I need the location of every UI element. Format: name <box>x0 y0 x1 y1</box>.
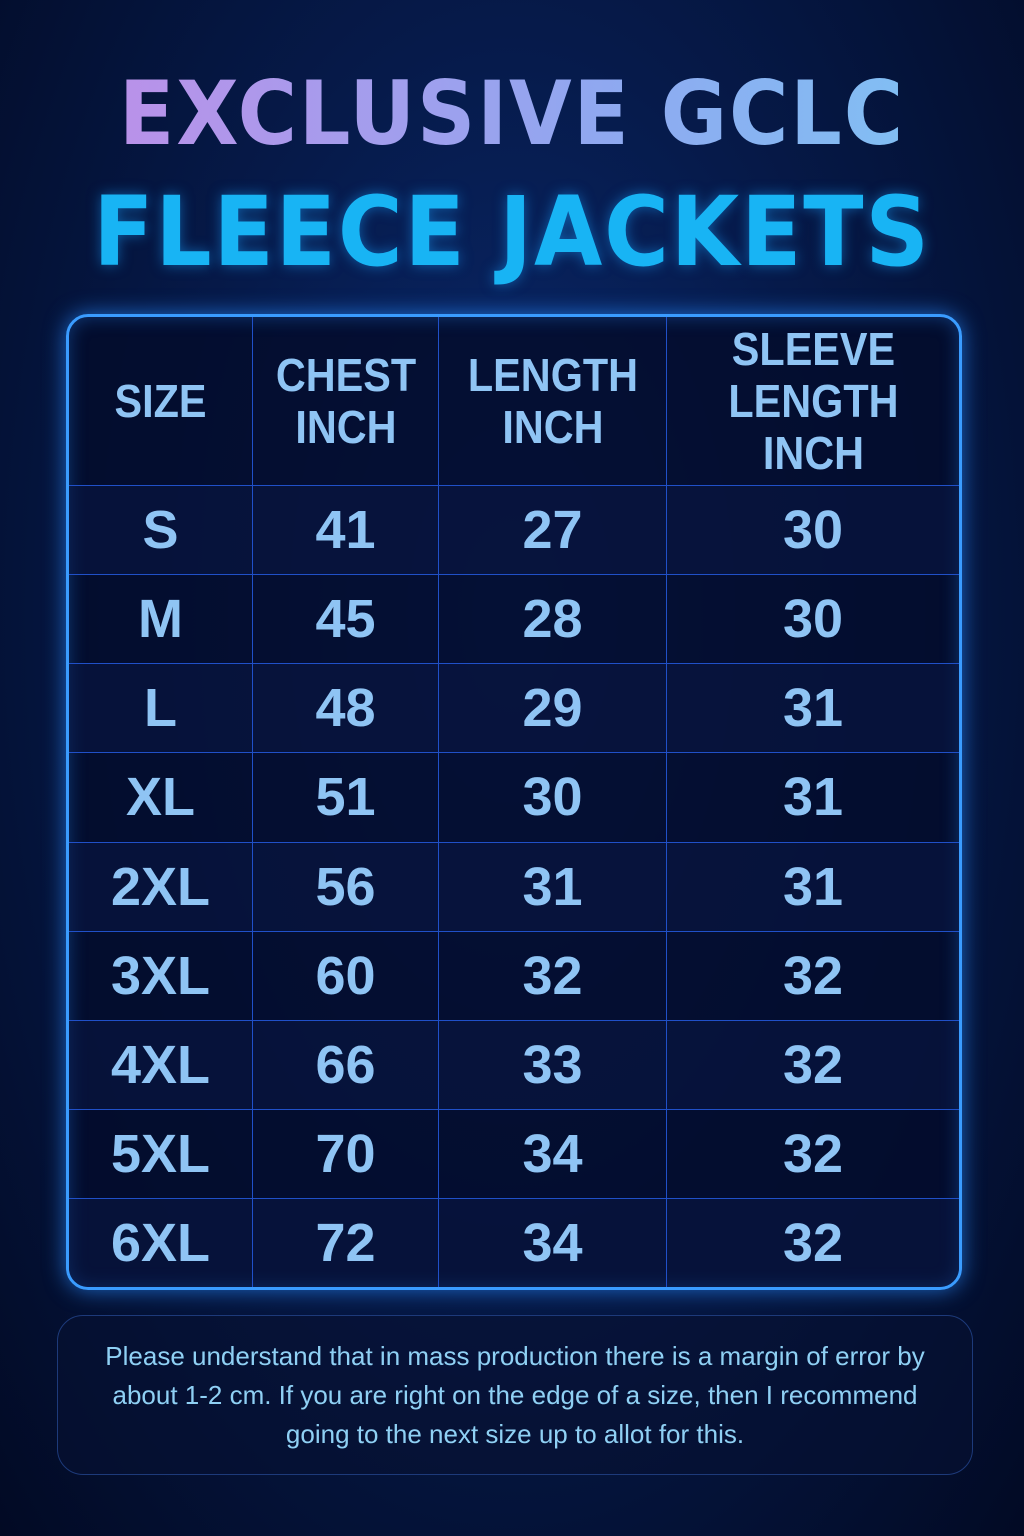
size-cell: 2XL <box>69 841 253 932</box>
size-cell: XL <box>69 752 253 843</box>
measurement-cell: 31 <box>666 841 959 932</box>
measurement-cell: 32 <box>666 930 959 1021</box>
size-cell: 3XL <box>69 930 253 1021</box>
table-row: 4XL 66 33 32 <box>69 1019 959 1110</box>
measurement-cell: 28 <box>438 574 667 665</box>
table-row: S 41 27 30 <box>69 484 959 576</box>
size-cell: 6XL <box>69 1198 253 1287</box>
measurement-cell: 31 <box>438 841 667 932</box>
column-header: SLEEVE LENGTH INCH <box>680 317 945 486</box>
table-row: L 48 29 31 <box>69 663 959 754</box>
measurement-cell: 45 <box>252 574 439 665</box>
table-row: 2XL 56 31 31 <box>69 841 959 932</box>
measurement-cell: 31 <box>666 663 959 754</box>
table-row: 3XL 60 32 32 <box>69 930 959 1021</box>
measurement-cell: 34 <box>438 1108 667 1200</box>
measurement-cell: 72 <box>252 1198 439 1287</box>
table-row: M 45 28 30 <box>69 574 959 665</box>
measurement-cell: 66 <box>252 1019 439 1110</box>
measurement-cell: 32 <box>666 1108 959 1200</box>
measurement-cell: 30 <box>666 574 959 665</box>
size-cell: L <box>69 663 253 754</box>
measurement-cell: 31 <box>666 752 959 843</box>
size-cell: S <box>69 484 253 576</box>
measurement-cell: 51 <box>252 752 439 843</box>
column-header: CHEST INCH <box>261 317 430 486</box>
title-line-2: FLEECE JACKETS <box>93 176 931 288</box>
table-row: 6XL 72 34 32 <box>69 1198 959 1287</box>
size-cell: M <box>69 574 253 665</box>
size-cell: 4XL <box>69 1019 253 1110</box>
table-row: 5XL 70 34 32 <box>69 1108 959 1200</box>
measurement-cell: 60 <box>252 930 439 1021</box>
measurement-cell: 70 <box>252 1108 439 1200</box>
measurement-cell: 32 <box>438 930 667 1021</box>
title-line-1: EXCLUSIVE GCLC <box>41 62 983 165</box>
measurement-cell: 30 <box>666 484 959 576</box>
column-header: SIZE <box>78 317 244 486</box>
measurement-cell: 32 <box>666 1019 959 1110</box>
measurement-cell: 33 <box>438 1019 667 1110</box>
measurement-cell: 41 <box>252 484 439 576</box>
measurement-cell: 27 <box>438 484 667 576</box>
measurement-cell: 48 <box>252 663 439 754</box>
disclaimer-note: Please understand that in mass productio… <box>57 1315 973 1475</box>
header-row: SIZE CHEST INCH LENGTH INCH SLEEVE LENGTH I… <box>69 317 959 486</box>
size-cell: 5XL <box>69 1108 253 1200</box>
measurement-cell: 29 <box>438 663 667 754</box>
measurement-cell: 30 <box>438 752 667 843</box>
column-header: LENGTH INCH <box>449 317 656 486</box>
measurement-cell: 34 <box>438 1198 667 1287</box>
size-chart-table: SIZE CHEST INCH LENGTH INCH SLEEVE LENGTH I… <box>66 314 962 1290</box>
table-row: XL 51 30 31 <box>69 752 959 843</box>
measurement-cell: 32 <box>666 1198 959 1287</box>
measurement-cell: 56 <box>252 841 439 932</box>
